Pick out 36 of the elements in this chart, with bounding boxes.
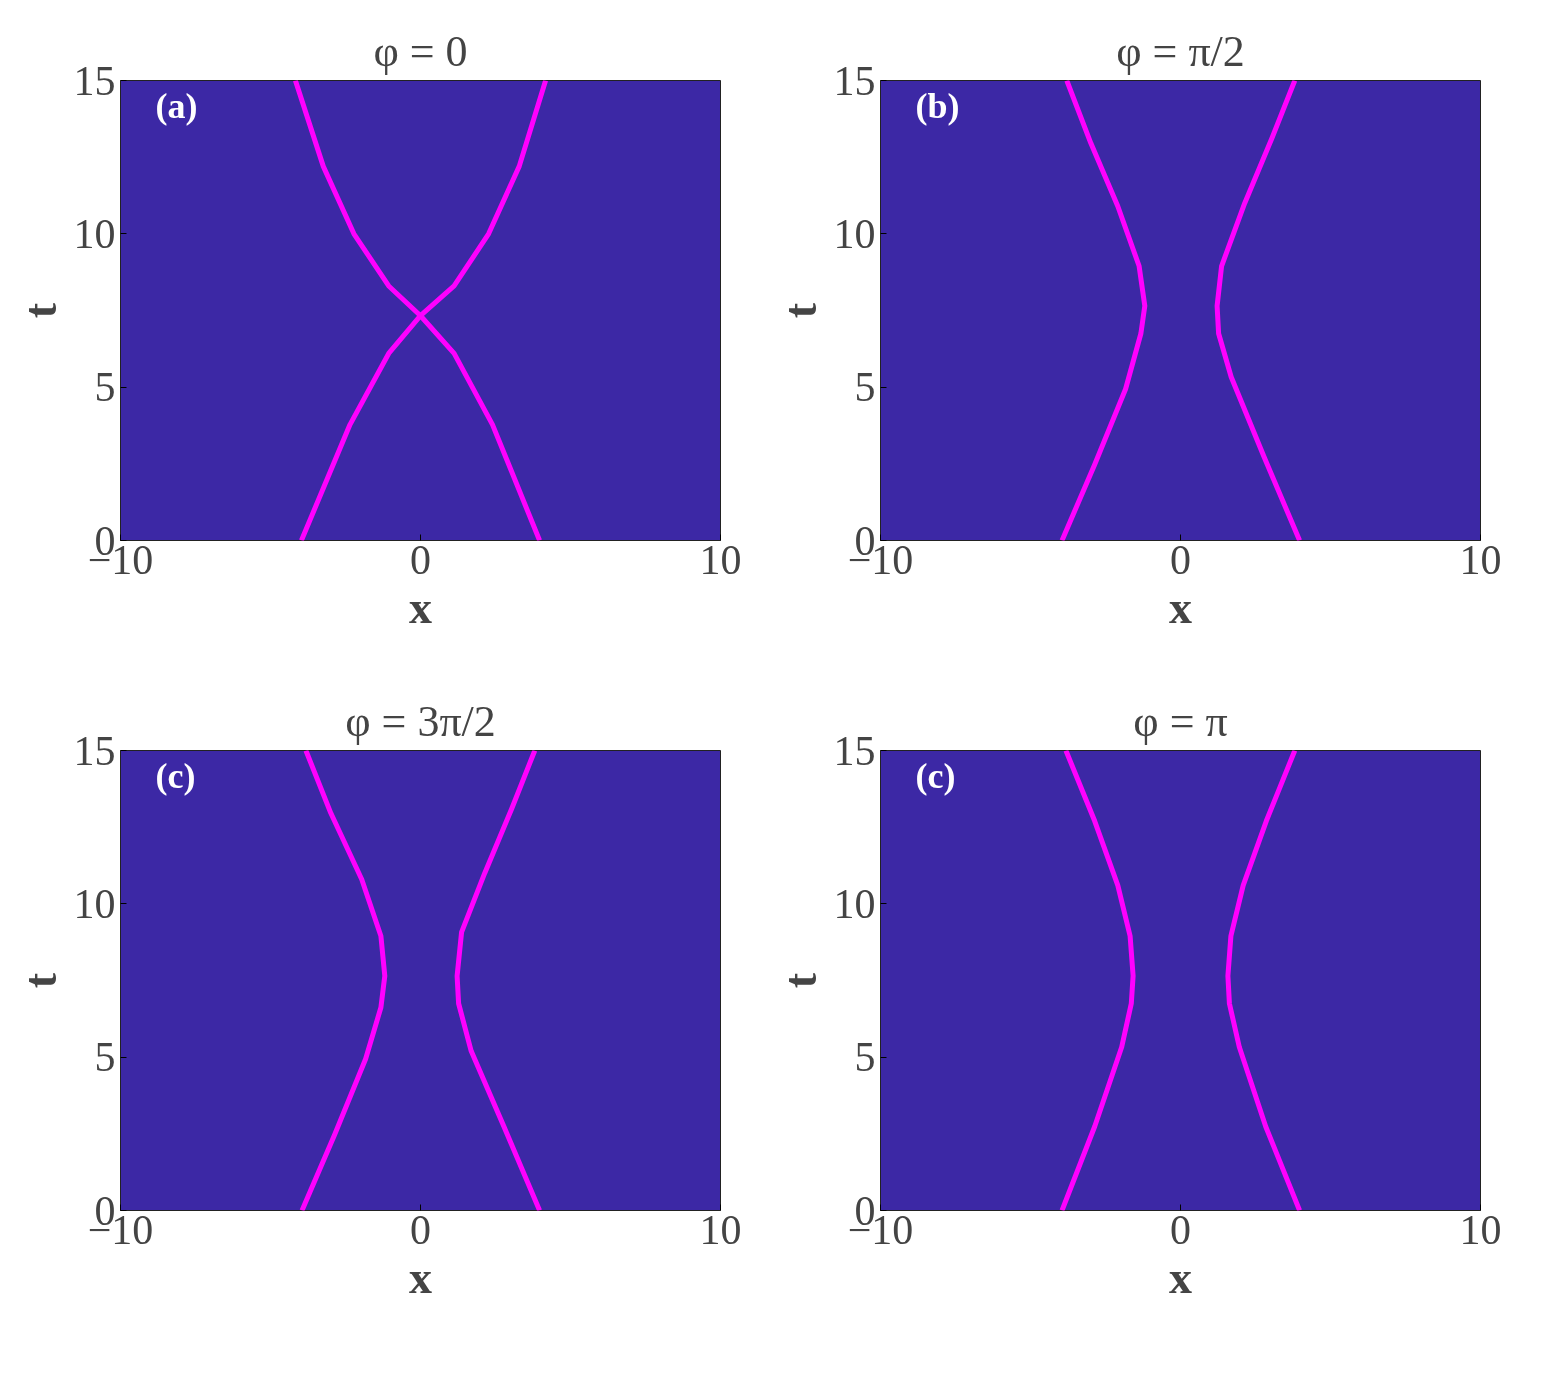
chart-title: φ = 3π/2 [345, 696, 496, 746]
y-tick-label: 5 [94, 364, 116, 411]
y-axis-title: t [774, 972, 826, 989]
y-axis-title: t [14, 302, 66, 319]
annotation: (a) [155, 85, 198, 126]
x-axis-title: x [409, 1251, 432, 1303]
x-tick-label: 10 [1459, 536, 1502, 583]
x-tick-label: 0 [410, 536, 431, 583]
x-tick-label: 10 [699, 1206, 742, 1253]
annotation: (c) [915, 755, 956, 796]
y-tick-label: 15 [833, 57, 876, 104]
y-axis-title: t [774, 302, 826, 319]
x-axis-title: x [1169, 581, 1192, 633]
y-tick-label: 15 [73, 57, 116, 104]
chart-title: φ = π/2 [1116, 26, 1245, 76]
y-tick-label: 5 [94, 1034, 116, 1081]
annotation: (c) [155, 755, 196, 796]
chart-title: φ = π [1133, 696, 1228, 746]
chart-title: φ = 0 [373, 26, 468, 76]
x-axis-title: x [409, 581, 432, 633]
x-tick-label: 0 [410, 1206, 431, 1253]
annotation: (b) [915, 85, 960, 126]
x-tick-label: 10 [699, 536, 742, 583]
y-tick-label: 10 [73, 880, 116, 927]
y-tick-label: 15 [833, 727, 876, 774]
y-tick-label: 5 [854, 364, 876, 411]
x-tick-label: 0 [1170, 536, 1191, 583]
y-tick-label: 10 [833, 210, 876, 257]
y-axis-title: t [14, 972, 66, 989]
y-tick-label: 5 [854, 1034, 876, 1081]
y-tick-label: 10 [833, 880, 876, 927]
x-axis-title: x [1169, 1251, 1192, 1303]
x-tick-label: 0 [1170, 1206, 1191, 1253]
x-tick-label: 10 [1459, 1206, 1502, 1253]
y-tick-label: 15 [73, 727, 116, 774]
y-tick-label: 10 [73, 210, 116, 257]
